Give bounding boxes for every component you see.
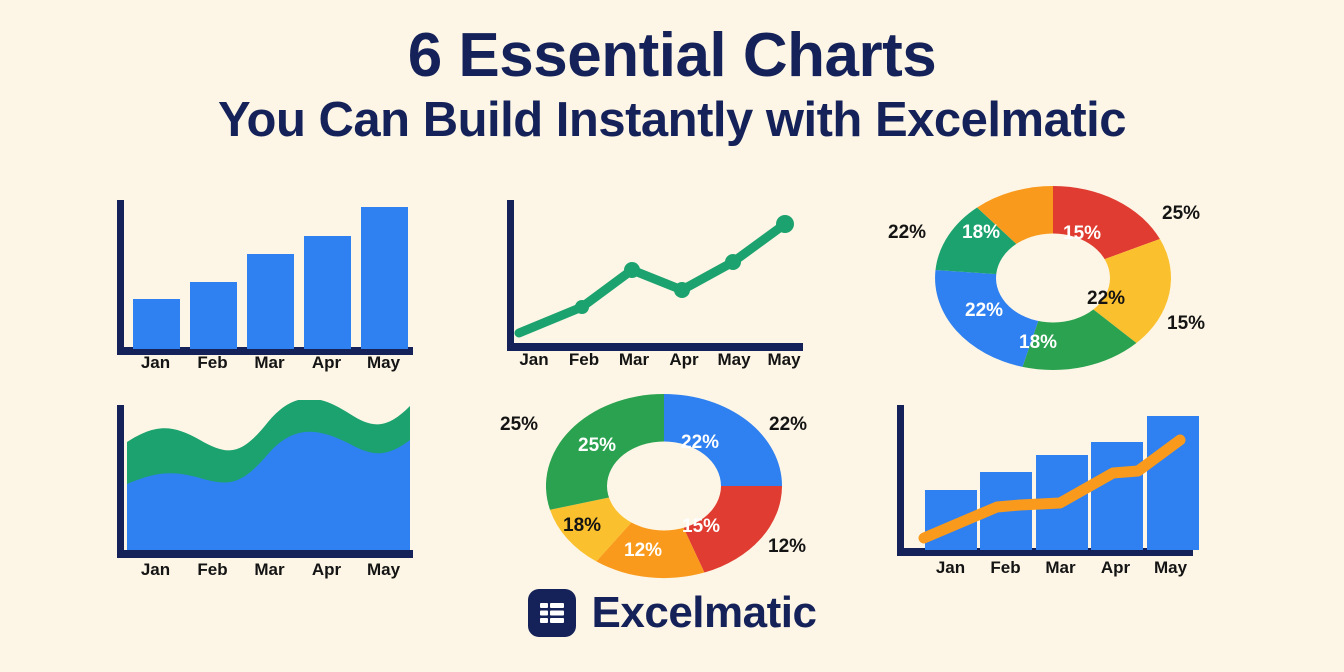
donut-bottom-outer-label-topleft: 25% — [500, 414, 539, 435]
combo-chart-y-axis — [897, 405, 904, 553]
donut-bottom-label-yellow: 18% — [563, 515, 602, 536]
line-tick-may-1: May — [717, 350, 751, 369]
donut-bottom-label-blue: 22% — [681, 432, 720, 453]
donut-bottom-label-red: 15% — [682, 516, 721, 537]
donut-bottom-hole — [607, 441, 721, 531]
bar-mar — [247, 254, 294, 349]
line-tick-apr: Apr — [669, 350, 699, 369]
table-grid-icon — [527, 589, 576, 637]
bar-feb — [190, 282, 237, 349]
combo-chart-panel: Jan Feb Mar Apr May — [890, 400, 1210, 585]
header-title-block: 6 Essential Charts You Can Build Instant… — [0, 24, 1344, 147]
bar-chart-x-ticks: Jan Feb Mar Apr May — [110, 353, 420, 373]
donut-top-label-green: 18% — [962, 222, 1001, 243]
line-point-feb — [575, 300, 589, 314]
combo-trend-line — [918, 434, 1186, 544]
area-series-lower — [127, 431, 410, 554]
bar-apr — [304, 236, 351, 349]
donut-bottom-label-green: 25% — [578, 435, 617, 456]
bar-tick-mar: Mar — [254, 353, 285, 372]
area-tick-feb: Feb — [197, 560, 228, 579]
line-chart-y-axis — [507, 200, 514, 350]
donut-top-outer-label-left: 22% — [888, 222, 927, 243]
line-point-apr — [674, 282, 690, 298]
combo-tick-feb: Feb — [990, 558, 1021, 577]
donut-top-outer-label-topright: 25% — [1162, 203, 1201, 224]
bar-chart-x-axis — [117, 347, 413, 355]
line-point-may1 — [725, 254, 741, 270]
donut-top-slice-yellow — [1053, 239, 1171, 344]
area-chart-svg — [117, 398, 413, 558]
table-grid-icon-svg — [539, 603, 564, 623]
combo-tick-apr: Apr — [1100, 558, 1131, 577]
bar-chart-panel: Jan Feb Mar Apr May — [110, 195, 420, 380]
line-tick-mar: Mar — [618, 350, 650, 369]
bar-tick-feb: Feb — [197, 353, 228, 372]
combo-chart-x-ticks: Jan Feb Mar Apr May — [890, 558, 1210, 578]
area-tick-mar: Mar — [254, 560, 285, 579]
line-chart-series — [514, 219, 790, 338]
donut-top-outer-label-bottomright: 15% — [1167, 313, 1206, 334]
donut-top-label-blue: 22% — [965, 300, 1004, 321]
combo-tick-jan: Jan — [935, 558, 966, 577]
brand-logo: Excelmatic — [0, 588, 1344, 638]
line-tick-feb: Feb — [568, 350, 600, 369]
donut-bottom-outer-label-topright: 22% — [769, 414, 808, 435]
area-chart-panel: Jan Feb Mar Apr May — [110, 398, 420, 585]
area-tick-jan: Jan — [140, 560, 171, 579]
donut-top-label-darkgreen: 18% — [1019, 332, 1058, 353]
bar-chart-svg — [117, 200, 413, 355]
donut-chart-top-panel: 15% 22% 18% 22% 18% 25% 15% 22% — [880, 178, 1205, 383]
combo-bar-may — [1147, 416, 1199, 550]
bar-tick-jan: Jan — [140, 353, 171, 372]
line-tick-jan: Jan — [519, 350, 549, 369]
donut-top-label-yellow: 22% — [1087, 288, 1126, 309]
line-chart-svg — [507, 200, 803, 351]
donut-chart-bottom-panel: 22% 15% 12% 18% 25% 22% 12% 25% — [490, 392, 820, 592]
line-chart-panel: Jan Feb Mar Apr May May — [500, 195, 810, 380]
brand-name: Excelmatic — [591, 588, 817, 637]
line-chart-x-ticks: Jan Feb Mar Apr May May — [500, 350, 810, 370]
area-chart-x-axis — [117, 550, 413, 558]
area-chart-x-ticks: Jan Feb Mar Apr May — [110, 560, 420, 580]
line-chart-x-axis — [507, 343, 803, 351]
page-subtitle: You Can Build Instantly with Excelmatic — [217, 92, 1127, 147]
bar-jan — [133, 299, 180, 349]
bar-chart-y-axis — [117, 200, 124, 355]
area-tick-may: May — [366, 560, 401, 579]
donut-bottom-slice-orange — [596, 486, 705, 579]
combo-chart-svg — [897, 405, 1199, 556]
donut-chart-bottom-svg — [545, 393, 782, 579]
donut-top-hole — [996, 233, 1110, 323]
bar-may — [361, 207, 408, 349]
area-tick-apr: Apr — [311, 560, 342, 579]
donut-bottom-label-orange: 12% — [624, 540, 663, 561]
line-point-mar — [624, 262, 640, 278]
donut-bottom-outer-label-bottomright: 12% — [768, 536, 807, 557]
bar-tick-apr: Apr — [311, 353, 342, 372]
donut-top-label-red: 15% — [1063, 223, 1102, 244]
page-title: 6 Essential Charts — [407, 21, 937, 90]
line-tick-may-2: May — [767, 350, 801, 369]
combo-chart-x-axis — [897, 548, 1193, 556]
donut-chart-top-svg — [935, 185, 1171, 370]
combo-tick-may: May — [1153, 558, 1188, 577]
bar-tick-may: May — [366, 353, 401, 372]
combo-tick-mar: Mar — [1045, 558, 1076, 577]
line-point-may2 — [776, 215, 794, 233]
area-chart-y-axis — [117, 405, 124, 555]
combo-bar-apr — [1091, 442, 1143, 550]
